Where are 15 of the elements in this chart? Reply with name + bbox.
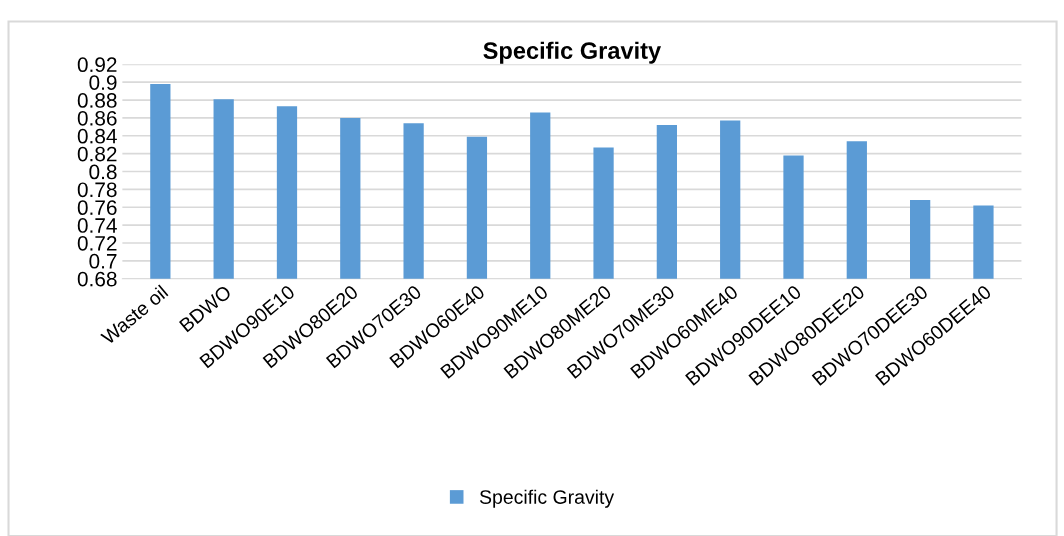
y-tick-label: 0.84 (77, 128, 117, 144)
y-tick-label: 0.74 (77, 218, 117, 233)
y-tick-label: 0.8 (89, 164, 117, 180)
y-tick-label: 0.78 (77, 182, 117, 198)
y-tick-label: 0.7 (89, 253, 117, 269)
chart-title: Specific Gravity (483, 41, 662, 64)
y-tick-label: 0.72 (77, 235, 117, 251)
y-tick-label: 0.86 (77, 110, 117, 126)
y-tick-label: 0.76 (77, 200, 117, 216)
y-tick-label: 0.88 (77, 93, 117, 108)
y-tick-label: 0.68 (77, 271, 117, 287)
y-tick-label: 0.92 (77, 57, 117, 73)
y-tick-label: 0.9 (89, 75, 117, 90)
legend-label: Specific Gravity (479, 489, 615, 508)
y-tick-label: 0.82 (77, 146, 117, 162)
